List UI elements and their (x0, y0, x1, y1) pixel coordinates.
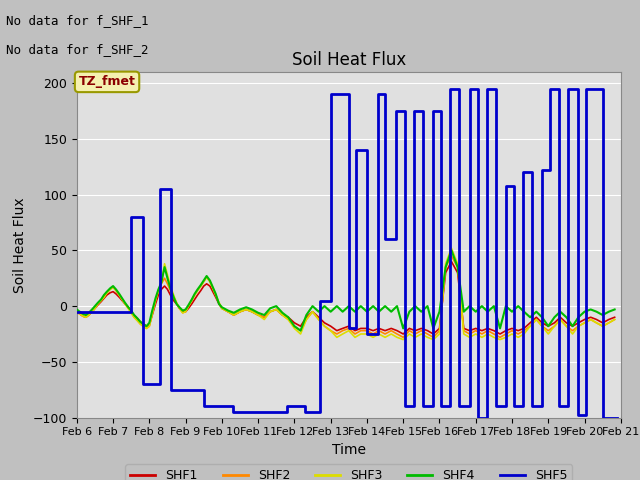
Text: No data for f_SHF_2: No data for f_SHF_2 (6, 43, 149, 56)
Text: TZ_fmet: TZ_fmet (79, 75, 136, 88)
Y-axis label: Soil Heat Flux: Soil Heat Flux (13, 197, 27, 293)
Title: Soil Heat Flux: Soil Heat Flux (292, 51, 406, 69)
Text: No data for f_SHF_1: No data for f_SHF_1 (6, 14, 149, 27)
Legend: SHF1, SHF2, SHF3, SHF4, SHF5: SHF1, SHF2, SHF3, SHF4, SHF5 (125, 464, 572, 480)
X-axis label: Time: Time (332, 443, 366, 457)
